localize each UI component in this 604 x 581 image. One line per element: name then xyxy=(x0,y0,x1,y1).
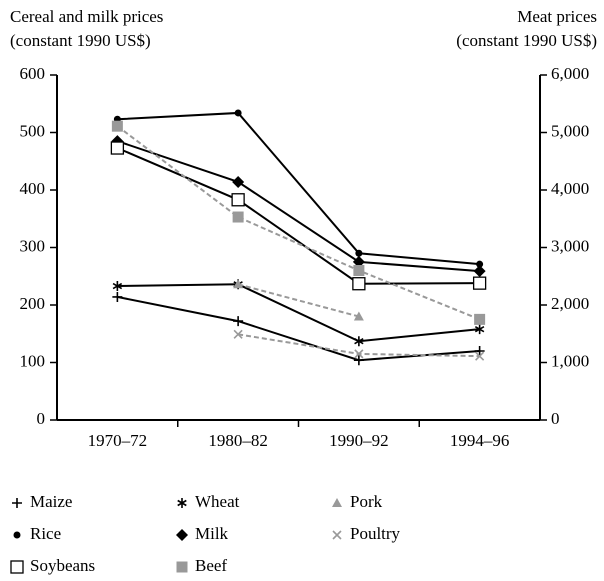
marker xyxy=(353,355,364,366)
x-tick-label: 1970–72 xyxy=(88,431,148,450)
marker xyxy=(112,281,123,292)
marker xyxy=(353,265,365,276)
series-line xyxy=(117,283,480,343)
series-line xyxy=(117,295,480,362)
marker xyxy=(474,346,485,356)
marker xyxy=(476,260,484,268)
marker xyxy=(111,120,123,132)
y-tick-label: 300 xyxy=(20,236,46,255)
marker xyxy=(112,291,123,302)
y-tick-label: 500 xyxy=(20,121,46,140)
y2-tick-label: 6,000 xyxy=(551,64,589,83)
series-line xyxy=(117,140,480,273)
marker xyxy=(354,336,364,347)
legend-marker xyxy=(176,561,188,573)
marker xyxy=(474,324,485,335)
legend-label: Rice xyxy=(30,524,61,543)
series-line xyxy=(117,111,480,266)
marker xyxy=(233,316,244,327)
marker xyxy=(354,349,364,359)
legend-label: Beef xyxy=(195,556,227,575)
marker xyxy=(233,279,244,289)
marker xyxy=(352,255,365,268)
x-tick-label: 1994–96 xyxy=(450,431,510,450)
legend-label: Poultry xyxy=(350,524,401,543)
marker xyxy=(231,193,245,207)
series-line xyxy=(237,283,360,318)
y2-tick-label: 5,000 xyxy=(551,121,589,140)
legend-marker xyxy=(176,529,188,541)
y2-axis-label: (constant 1990 US$) xyxy=(456,31,597,50)
legend-label: Wheat xyxy=(195,492,240,511)
legend-marker xyxy=(332,498,342,507)
y2-tick-label: 4,000 xyxy=(551,179,589,198)
y-tick-label: 100 xyxy=(20,351,46,370)
marker xyxy=(352,277,366,291)
marker xyxy=(475,351,485,361)
y2-tick-label: 1,000 xyxy=(551,351,589,370)
legend-marker xyxy=(10,560,24,574)
x-tick-label: 1980–82 xyxy=(208,431,268,450)
y-tick-label: 400 xyxy=(20,179,46,198)
y2-tick-label: 0 xyxy=(551,409,560,428)
y-tick-label: 600 xyxy=(20,64,46,83)
legend-marker xyxy=(177,498,187,508)
legend-marker xyxy=(12,498,22,508)
legend-label: Maize xyxy=(30,492,72,511)
y-axis-label: Cereal and milk prices xyxy=(10,7,163,26)
marker xyxy=(232,211,244,223)
marker xyxy=(234,109,242,117)
legend-label: Soybeans xyxy=(30,556,95,575)
y-tick-label: 200 xyxy=(20,294,46,313)
marker xyxy=(472,276,487,290)
marker xyxy=(353,311,364,321)
legend-label: Milk xyxy=(195,524,229,543)
y2-tick-label: 2,000 xyxy=(551,294,589,313)
y2-axis-label: Meat prices xyxy=(517,7,597,26)
marker xyxy=(232,175,245,188)
marker xyxy=(110,141,125,155)
series-line xyxy=(116,125,481,321)
marker xyxy=(474,313,486,325)
marker xyxy=(355,249,363,257)
y-axis-label: (constant 1990 US$) xyxy=(10,31,151,50)
legend-label: Pork xyxy=(350,492,383,511)
legend-marker xyxy=(13,531,21,539)
marker xyxy=(473,265,486,278)
legend-marker xyxy=(332,530,342,540)
x-tick-label: 1990–92 xyxy=(329,431,389,450)
marker xyxy=(233,329,243,339)
series-line xyxy=(116,147,480,285)
y2-tick-label: 3,000 xyxy=(551,236,589,255)
y-tick-label: 0 xyxy=(37,409,46,428)
